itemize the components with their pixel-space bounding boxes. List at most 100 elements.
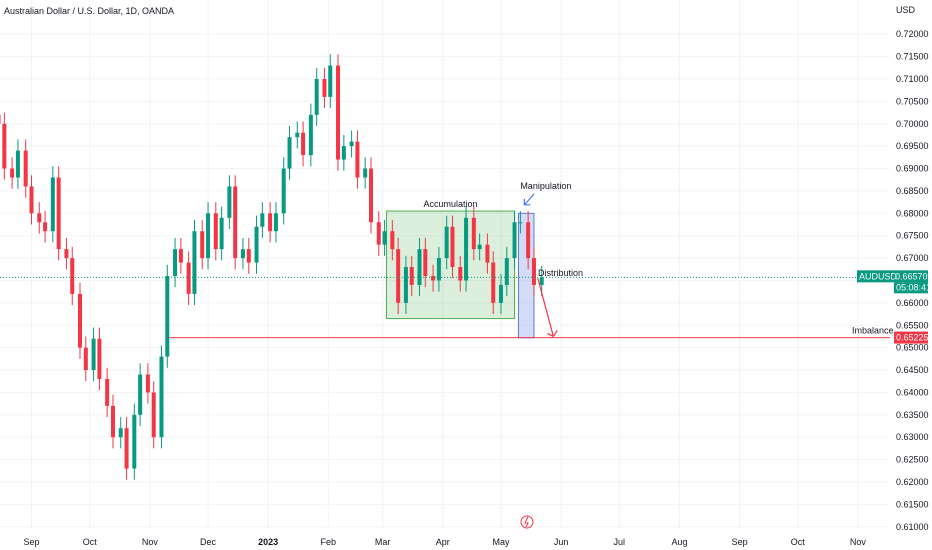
candle[interactable] bbox=[531, 246, 536, 297]
y-tick-label: 0.67500 bbox=[896, 231, 929, 241]
candle[interactable] bbox=[308, 103, 313, 167]
candle[interactable] bbox=[491, 251, 496, 315]
candle[interactable] bbox=[64, 237, 69, 270]
candle[interactable] bbox=[23, 139, 28, 198]
y-tick-label: 0.69000 bbox=[896, 164, 929, 174]
candle-body bbox=[138, 374, 143, 415]
y-tick-label: 0.61000 bbox=[896, 522, 929, 532]
candle[interactable] bbox=[281, 157, 286, 225]
candle[interactable] bbox=[423, 237, 428, 288]
candle[interactable] bbox=[349, 130, 354, 158]
x-tick-label: Jun bbox=[554, 537, 569, 547]
candle[interactable] bbox=[15, 139, 20, 189]
candles[interactable] bbox=[0, 54, 544, 480]
candle[interactable] bbox=[301, 121, 306, 167]
candle[interactable] bbox=[287, 125, 292, 180]
candle[interactable] bbox=[50, 166, 55, 243]
price-axis[interactable]: 0.72000 0.71500 0.71000 0.70500 0.70000 0.695… bbox=[896, 29, 929, 532]
candle[interactable] bbox=[56, 166, 61, 261]
candle[interactable] bbox=[382, 220, 387, 256]
x-tick-label: Oct bbox=[83, 537, 98, 547]
candle[interactable] bbox=[213, 202, 218, 261]
candle[interactable] bbox=[70, 246, 75, 306]
candle[interactable] bbox=[91, 327, 96, 382]
candle[interactable] bbox=[464, 206, 469, 292]
candle[interactable] bbox=[417, 237, 422, 297]
candle-body bbox=[355, 141, 360, 178]
candle[interactable] bbox=[97, 327, 102, 391]
x-tick-label: Jul bbox=[614, 537, 626, 547]
candle[interactable] bbox=[206, 202, 211, 270]
candle[interactable] bbox=[227, 175, 232, 229]
candle[interactable] bbox=[2, 112, 7, 180]
candle[interactable] bbox=[159, 345, 164, 449]
candle[interactable] bbox=[328, 54, 333, 109]
candle[interactable] bbox=[118, 417, 123, 449]
candle[interactable] bbox=[200, 220, 205, 270]
y-tick-label: 0.64500 bbox=[896, 365, 929, 375]
candle[interactable] bbox=[471, 206, 476, 261]
candle[interactable] bbox=[0, 104, 1, 135]
candle[interactable] bbox=[178, 237, 183, 274]
candle[interactable] bbox=[29, 175, 34, 225]
candle[interactable] bbox=[37, 202, 42, 234]
candle[interactable] bbox=[105, 367, 110, 418]
candle[interactable] bbox=[233, 175, 238, 270]
candle[interactable] bbox=[444, 215, 449, 270]
candle[interactable] bbox=[336, 54, 341, 171]
time-axis[interactable]: Sep Oct Nov Dec 2023 Feb Mar Apr May Jun Jul Aug Sep… bbox=[23, 537, 866, 547]
candle[interactable] bbox=[458, 255, 463, 292]
candle[interactable] bbox=[145, 363, 150, 404]
flash-icon[interactable] bbox=[520, 515, 534, 529]
candle[interactable] bbox=[173, 237, 178, 288]
candle-body bbox=[308, 114, 313, 156]
candle[interactable] bbox=[268, 202, 273, 243]
candle[interactable] bbox=[219, 206, 224, 261]
candle[interactable] bbox=[341, 134, 346, 171]
candle[interactable] bbox=[295, 121, 300, 149]
candle[interactable] bbox=[138, 363, 143, 427]
candle[interactable] bbox=[110, 394, 115, 449]
candle[interactable] bbox=[376, 211, 381, 256]
candle-body bbox=[56, 177, 61, 250]
candle[interactable] bbox=[124, 417, 129, 480]
candle[interactable] bbox=[363, 157, 368, 189]
candle[interactable] bbox=[396, 237, 401, 315]
candle[interactable] bbox=[322, 67, 327, 109]
candle[interactable] bbox=[390, 220, 395, 261]
candle[interactable] bbox=[504, 246, 509, 297]
candle[interactable] bbox=[78, 282, 82, 359]
candle[interactable] bbox=[526, 211, 531, 270]
candle[interactable] bbox=[450, 215, 455, 279]
candle[interactable] bbox=[260, 202, 265, 238]
candle-body bbox=[485, 244, 490, 263]
y-tick-label: 0.72000 bbox=[896, 29, 929, 39]
candle[interactable] bbox=[355, 130, 360, 189]
candle[interactable] bbox=[192, 220, 197, 306]
candle[interactable] bbox=[165, 264, 170, 368]
candle[interactable] bbox=[151, 381, 156, 449]
candle[interactable] bbox=[132, 403, 137, 480]
candle[interactable] bbox=[512, 211, 517, 270]
candle-body bbox=[159, 356, 164, 438]
candle[interactable] bbox=[83, 336, 88, 382]
candle[interactable] bbox=[403, 255, 408, 315]
candle-body bbox=[105, 378, 110, 406]
candle[interactable] bbox=[273, 202, 278, 243]
candle[interactable] bbox=[485, 233, 490, 274]
candle[interactable] bbox=[498, 273, 503, 315]
candle[interactable] bbox=[246, 237, 251, 274]
candle[interactable] bbox=[254, 215, 259, 274]
candle[interactable] bbox=[436, 246, 441, 292]
candle[interactable] bbox=[431, 264, 436, 292]
candle[interactable] bbox=[369, 157, 373, 234]
candle[interactable] bbox=[477, 233, 482, 261]
candle[interactable] bbox=[518, 211, 523, 234]
candle[interactable] bbox=[314, 67, 319, 126]
candle[interactable] bbox=[240, 237, 245, 270]
candle[interactable] bbox=[10, 157, 15, 189]
candle[interactable] bbox=[409, 255, 414, 297]
candle[interactable] bbox=[186, 251, 191, 306]
candle[interactable] bbox=[43, 211, 48, 243]
